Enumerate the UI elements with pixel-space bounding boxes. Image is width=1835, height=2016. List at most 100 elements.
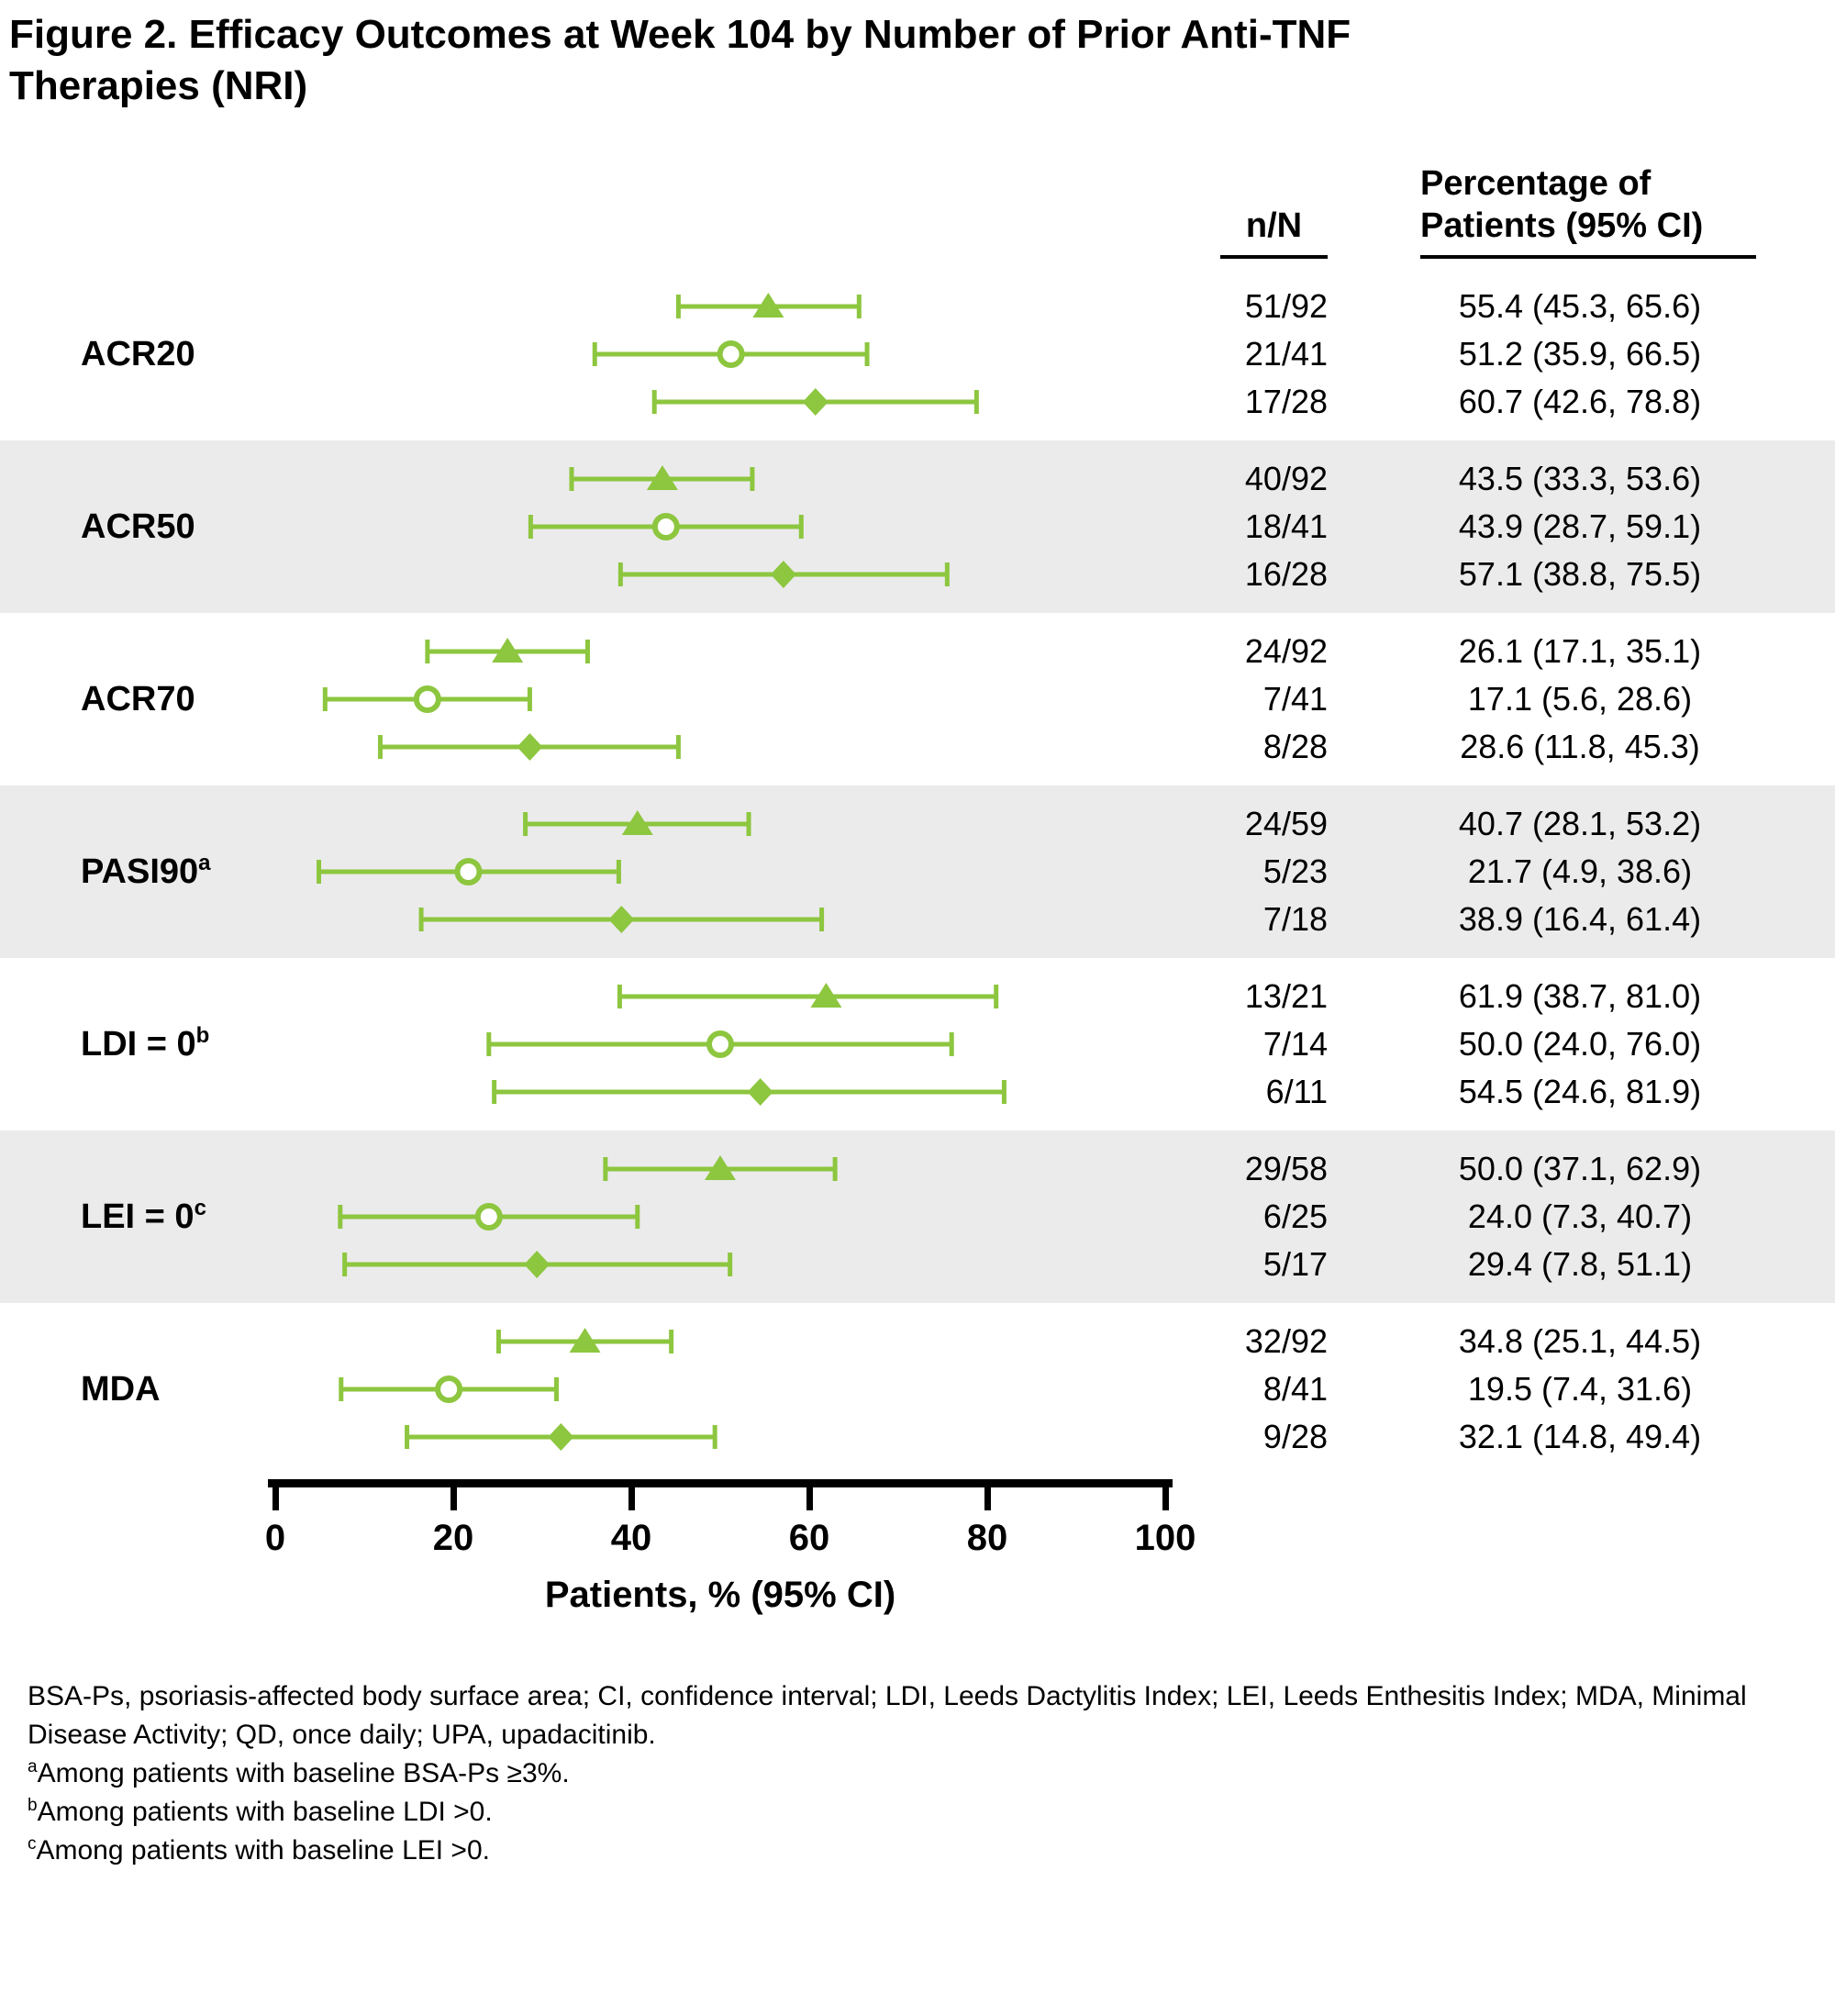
percentage-ci-value: 61.9 (38.7, 81.0) — [1458, 977, 1702, 1015]
forest-row: 6/25 24.0 (7.3, 40.7) — [0, 1193, 1835, 1241]
ci-triangle-marker — [569, 465, 755, 491]
ci-circle-marker — [528, 513, 804, 540]
ci-diamond-marker — [617, 561, 950, 588]
n-over-N-value: 7/18 — [1262, 900, 1328, 938]
x-axis-tick-label: 60 — [788, 1518, 830, 1558]
x-axis-line — [268, 1479, 1173, 1487]
percentage-ci-value: 17.1 (5.6, 28.6) — [1467, 680, 1693, 718]
ci-triangle-marker — [425, 638, 590, 663]
group-label-mda: MDA — [81, 1369, 161, 1409]
forest-row: 21/41 51.2 (35.9, 66.5) — [0, 330, 1835, 378]
percentage-ci-value: 60.7 (42.6, 78.8) — [1458, 383, 1702, 420]
percentage-ci-value: 50.0 (37.1, 62.9) — [1458, 1150, 1702, 1187]
percentage-ci-value: 43.5 (33.3, 53.6) — [1458, 460, 1702, 497]
footnote-a: aAmong patients with baseline BSA-Ps ≥3%… — [28, 1754, 1812, 1793]
forest-row: 29/58 50.0 (37.1, 62.9) — [0, 1145, 1835, 1193]
n-over-N-value: 9/28 — [1262, 1418, 1328, 1455]
x-axis-tick-label: 40 — [610, 1518, 652, 1558]
footnote-b-marker: b — [28, 1796, 38, 1815]
footnote-c-text: Among patients with baseline LEI >0. — [36, 1835, 490, 1866]
ci-triangle-marker — [675, 293, 862, 318]
forest-row: 7/41 17.1 (5.6, 28.6) — [0, 675, 1835, 723]
percentage-ci-value: 28.6 (11.8, 45.3) — [1460, 728, 1700, 765]
percentage-ci-value: 50.0 (24.0, 76.0) — [1458, 1025, 1702, 1063]
percentage-ci-value: 55.4 (45.3, 65.6) — [1458, 287, 1702, 325]
n-over-N-value: 7/41 — [1262, 680, 1328, 718]
n-over-N-value: 6/25 — [1262, 1197, 1328, 1235]
forest-row: 5/17 29.4 (7.8, 51.1) — [0, 1241, 1835, 1288]
abbreviations-note: BSA-Ps, psoriasis-affected body surface … — [28, 1681, 1747, 1750]
n-over-N-value: 7/14 — [1262, 1025, 1328, 1063]
ci-circle-marker — [317, 858, 621, 885]
outcome-group-acr70: ACR70 24/92 26.1 (17.1, 35.1) 7/41 17.1 (5.6… — [0, 613, 1835, 785]
forest-row: 40/92 43.5 (33.3, 53.6) — [0, 455, 1835, 503]
forest-row: 18/41 43.9 (28.7, 59.1) — [0, 503, 1835, 551]
footnote-a-marker: a — [28, 1757, 38, 1777]
forest-row: 32/92 34.8 (25.1, 44.5) — [0, 1318, 1835, 1365]
group-label-acr50: ACR50 — [81, 507, 195, 546]
outcome-group-mda: MDA 32/92 34.8 (25.1, 44.5) 8/41 19.5 (7.4, … — [0, 1303, 1835, 1476]
percentage-ci-value: 32.1 (14.8, 49.4) — [1458, 1418, 1702, 1455]
forest-row: 24/92 26.1 (17.1, 35.1) — [0, 628, 1835, 675]
x-axis-tick — [1162, 1479, 1169, 1510]
ci-circle-marker — [339, 1376, 560, 1403]
n-over-N-value: 8/28 — [1262, 728, 1328, 765]
percentage-ci-value: 19.5 (7.4, 31.6) — [1467, 1370, 1693, 1408]
forest-row: 6/11 54.5 (24.6, 81.9) — [0, 1068, 1835, 1116]
figure-title: Figure 2. Efficacy Outcomes at Week 104 … — [9, 9, 1569, 113]
x-axis-tick-label: 80 — [966, 1518, 1008, 1558]
n-over-N-value: 13/21 — [1244, 977, 1328, 1015]
x-axis-title: Patients, % (95% CI) — [544, 1575, 896, 1615]
ci-triangle-marker — [523, 810, 751, 836]
outcome-group-ldi0: LDI = 0 b 13/21 61.9 (38.7, 81.0) 7/14 50.0 (… — [0, 958, 1835, 1131]
forest-row: 8/28 28.6 (11.8, 45.3) — [0, 723, 1835, 771]
outcome-group-pasi90: PASI90 a 24/59 40.7 (28.1, 53.2) 5/23 21.7 (4… — [0, 785, 1835, 958]
ci-diamond-marker — [377, 733, 681, 761]
x-axis-tick — [450, 1479, 457, 1510]
ci-circle-marker — [322, 685, 532, 713]
ci-circle-marker — [338, 1203, 640, 1231]
n-over-N-value: 18/41 — [1244, 507, 1328, 545]
x-axis-tick-label: 100 — [1134, 1518, 1196, 1558]
n-over-N-value: 24/92 — [1244, 632, 1328, 670]
percentage-ci-value: 29.4 (7.8, 51.1) — [1467, 1245, 1693, 1283]
ci-circle-marker — [592, 340, 870, 368]
outcome-group-acr20: ACR20 51/92 55.4 (45.3, 65.6) 21/41 51.2 (35… — [0, 268, 1835, 440]
n-over-N-value: 51/92 — [1244, 287, 1328, 325]
x-axis-tick — [806, 1479, 813, 1510]
footnote-c-marker: c — [28, 1834, 37, 1854]
outcome-group-lei0: LEI = 0 c 29/58 50.0 (37.1, 62.9) 6/25 24.0 (… — [0, 1131, 1835, 1303]
n-over-N-value: 40/92 — [1244, 460, 1328, 497]
n-over-N-value: 5/23 — [1262, 852, 1328, 890]
forest-row: 9/28 32.1 (14.8, 49.4) — [0, 1413, 1835, 1461]
x-axis-tick-label: 0 — [264, 1518, 286, 1558]
forest-row: 24/59 40.7 (28.1, 53.2) — [0, 800, 1835, 848]
n-over-N-value: 24/59 — [1244, 805, 1328, 842]
ci-triangle-marker — [495, 1328, 674, 1353]
outcome-group-acr50: ACR50 40/92 43.5 (33.3, 53.6) 18/41 43.9 (28… — [0, 440, 1835, 613]
ci-triangle-marker — [617, 983, 999, 1008]
x-axis-tick — [984, 1479, 991, 1510]
percentage-ci-value: 24.0 (7.3, 40.7) — [1467, 1197, 1693, 1235]
ci-diamond-marker — [418, 906, 825, 933]
n-over-N-value: 17/28 — [1244, 383, 1328, 420]
forest-row: 5/23 21.7 (4.9, 38.6) — [0, 848, 1835, 896]
ci-diamond-marker — [342, 1251, 733, 1278]
percentage-ci-value: 21.7 (4.9, 38.6) — [1467, 852, 1693, 890]
n-over-N-value: 32/92 — [1244, 1322, 1328, 1360]
group-label-acr70: ACR70 — [81, 679, 195, 718]
x-axis-tick — [272, 1479, 279, 1510]
figure-title-line2: Therapies (NRI) — [9, 63, 308, 109]
ci-diamond-marker — [651, 388, 979, 416]
ci-diamond-marker — [405, 1423, 717, 1451]
n-over-N-value: 21/41 — [1244, 335, 1328, 373]
column-header-n-over-N: n/N — [1220, 206, 1328, 259]
x-axis-tick — [628, 1479, 635, 1510]
ci-diamond-marker — [492, 1078, 1006, 1106]
ci-triangle-marker — [603, 1155, 838, 1181]
forest-row: 16/28 57.1 (38.8, 75.5) — [0, 551, 1835, 598]
percentage-ci-value: 26.1 (17.1, 35.1) — [1458, 632, 1702, 670]
forest-row: 51/92 55.4 (45.3, 65.6) — [0, 283, 1835, 330]
